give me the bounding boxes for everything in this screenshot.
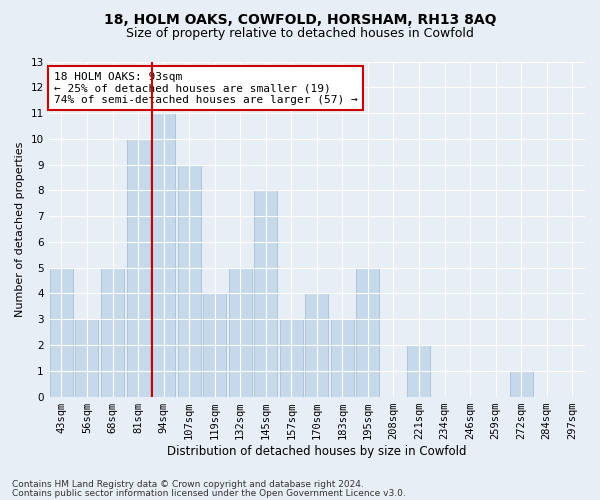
- Text: Contains public sector information licensed under the Open Government Licence v3: Contains public sector information licen…: [12, 488, 406, 498]
- Text: Size of property relative to detached houses in Cowfold: Size of property relative to detached ho…: [126, 28, 474, 40]
- Y-axis label: Number of detached properties: Number of detached properties: [15, 142, 25, 316]
- Bar: [178, 164, 200, 396]
- Bar: [305, 294, 328, 397]
- Text: 18, HOLM OAKS, COWFOLD, HORSHAM, RH13 8AQ: 18, HOLM OAKS, COWFOLD, HORSHAM, RH13 8A…: [104, 12, 496, 26]
- Bar: [203, 294, 226, 397]
- Bar: [331, 320, 354, 396]
- Bar: [101, 268, 124, 396]
- Text: Contains HM Land Registry data © Crown copyright and database right 2024.: Contains HM Land Registry data © Crown c…: [12, 480, 364, 489]
- Bar: [509, 371, 533, 396]
- Bar: [76, 320, 98, 396]
- Bar: [254, 190, 277, 396]
- X-axis label: Distribution of detached houses by size in Cowfold: Distribution of detached houses by size …: [167, 444, 467, 458]
- Text: 18 HOLM OAKS: 93sqm
← 25% of detached houses are smaller (19)
74% of semi-detach: 18 HOLM OAKS: 93sqm ← 25% of detached ho…: [54, 72, 358, 105]
- Bar: [280, 320, 303, 396]
- Bar: [229, 268, 252, 396]
- Bar: [152, 113, 175, 397]
- Bar: [127, 139, 149, 396]
- Bar: [50, 268, 73, 396]
- Bar: [407, 345, 430, 397]
- Bar: [356, 268, 379, 396]
